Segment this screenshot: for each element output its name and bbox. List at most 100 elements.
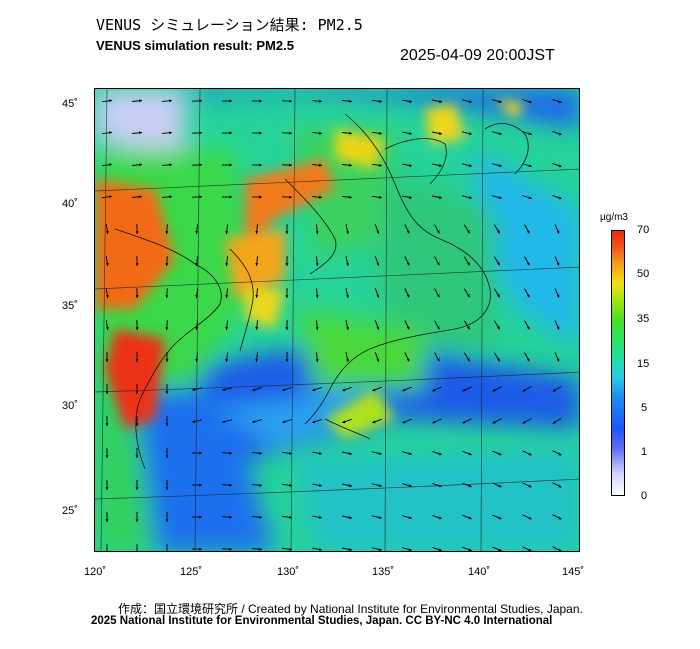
wind-arrow-head xyxy=(199,131,202,135)
pm25-map xyxy=(94,88,580,552)
wind-arrow-head xyxy=(342,388,346,392)
wind-arrow-head xyxy=(432,420,436,424)
wind-arrow-head xyxy=(558,516,562,520)
y-tick-label: 25˚ xyxy=(62,505,78,517)
wind-arrow-head xyxy=(406,358,410,362)
wind-arrow-head xyxy=(438,163,442,167)
wind-arrow-head xyxy=(225,231,229,234)
wind-arrow-head xyxy=(438,548,442,551)
wind-arrow-head xyxy=(346,294,349,298)
wind-arrow-head xyxy=(558,452,562,456)
wind-arrow-head xyxy=(408,452,412,456)
wind-arrow-head xyxy=(408,516,412,520)
title-english: VENUS simulation result: PM2.5 xyxy=(96,38,294,53)
wind-arrow-head xyxy=(438,99,442,103)
credit-line: 作成：国立環境研究所 / Created by National Institu… xyxy=(118,602,583,616)
wind-arrow-head xyxy=(408,163,412,167)
wind-arrow-head xyxy=(165,327,169,330)
wind-arrow-head xyxy=(466,262,470,266)
wind-arrow-head xyxy=(438,452,442,456)
wind-arrow-head xyxy=(526,230,530,234)
wind-arrow-head xyxy=(135,423,139,426)
wind-arrow-head xyxy=(342,420,346,424)
wind-arrow-head xyxy=(285,263,289,266)
wind-arrow-head xyxy=(285,231,289,234)
wind-arrow-head xyxy=(528,132,532,136)
wind-arrow-head xyxy=(135,455,139,458)
wind-arrow-head xyxy=(105,262,109,266)
wind-arrow-head xyxy=(498,164,502,168)
wind-arrow-head xyxy=(229,195,232,199)
wind-arrow-head xyxy=(315,359,319,362)
y-tick-label: 40˚ xyxy=(62,198,78,210)
wind-arrow-head xyxy=(526,358,530,362)
wind-arrow-head xyxy=(436,326,440,330)
wind-arrow-head xyxy=(528,196,532,200)
wind-arrow-head xyxy=(468,484,472,488)
wind-arrow-head xyxy=(402,388,406,392)
coastlines xyxy=(114,113,529,470)
wind-arrow-head xyxy=(349,99,352,103)
wind-arrow-head xyxy=(438,516,442,520)
wind-arrow-head xyxy=(379,131,382,135)
wind-arrow-head xyxy=(135,231,139,234)
wind-arrow-head xyxy=(379,195,382,199)
wind-arrow-head xyxy=(222,388,226,391)
map-canvas xyxy=(95,89,579,551)
wind-arrow-head xyxy=(192,420,196,423)
wind-arrow-head xyxy=(498,100,502,104)
wind-arrow-head xyxy=(558,132,562,136)
wind-arrow-head xyxy=(315,263,319,266)
wind-arrow-head xyxy=(378,452,382,455)
wind-arrow-head xyxy=(105,359,109,362)
wind-arrow-head xyxy=(349,163,352,167)
wind-arrow-head xyxy=(105,455,109,458)
colorbar xyxy=(611,230,625,496)
wind-arrow-head xyxy=(199,483,202,487)
wind-arrow-head xyxy=(165,263,169,266)
copyright-line: 2025 National Institute for Environmenta… xyxy=(91,615,553,627)
wind-arrow-head xyxy=(105,487,109,490)
wind-arrow-head xyxy=(496,262,500,266)
wind-arrow-head xyxy=(199,515,202,519)
wind-arrow-head xyxy=(528,452,532,456)
wind-arrow-head xyxy=(195,295,199,298)
wind-arrow-head xyxy=(408,99,412,103)
wind-arrow-head xyxy=(229,99,232,103)
wind-arrow-head xyxy=(372,388,376,392)
wind-arrow-head xyxy=(229,163,232,167)
wind-arrow-head xyxy=(556,294,560,298)
y-tick-label: 45˚ xyxy=(62,98,78,110)
wind-arrow-head xyxy=(408,484,412,488)
wind-arrow-head xyxy=(252,420,256,424)
wind-arrow-head xyxy=(348,516,352,519)
colorbar-label: 15 xyxy=(637,358,650,370)
wind-arrow-head xyxy=(436,294,440,298)
wind-arrow-head xyxy=(522,420,526,424)
wind-arrow-head xyxy=(135,519,139,522)
wind-arrow-head xyxy=(378,516,382,519)
wind-arrow-head xyxy=(462,388,466,392)
wind-arrow-head xyxy=(406,230,410,234)
wind-arrow-head xyxy=(466,358,470,362)
wind-arrow-head xyxy=(259,163,262,167)
x-tick-label: 125˚ xyxy=(180,566,203,578)
wind-arrow-head xyxy=(229,483,232,487)
wind-arrow-head xyxy=(109,99,112,103)
wind-arrow-head xyxy=(556,326,560,330)
wind-arrow-head xyxy=(319,163,322,167)
wind-arrow-head xyxy=(312,388,316,392)
wind-arrow-head xyxy=(225,327,229,330)
wind-arrow-head xyxy=(528,164,532,168)
wind-arrow-head xyxy=(379,163,382,167)
wind-arrow-head xyxy=(468,452,472,456)
wind-arrow-head xyxy=(376,326,380,330)
wind-arrow-head xyxy=(346,262,349,266)
wind-arrow-head xyxy=(436,230,440,234)
wind-arrow-head xyxy=(556,262,560,266)
wind-arrow-head xyxy=(378,484,382,487)
wind-arrow-head xyxy=(402,420,406,424)
wind-arrow-head xyxy=(466,326,470,330)
wind-arrow-head xyxy=(319,131,322,135)
wind-arrow-head xyxy=(348,452,352,455)
